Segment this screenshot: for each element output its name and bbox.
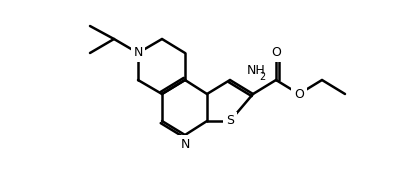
Text: 2: 2: [259, 72, 265, 82]
Text: N: N: [133, 47, 143, 60]
Text: O: O: [271, 47, 281, 60]
Text: N: N: [180, 138, 190, 151]
Text: S: S: [226, 115, 234, 128]
Text: O: O: [294, 88, 304, 101]
Text: NH: NH: [247, 63, 266, 76]
